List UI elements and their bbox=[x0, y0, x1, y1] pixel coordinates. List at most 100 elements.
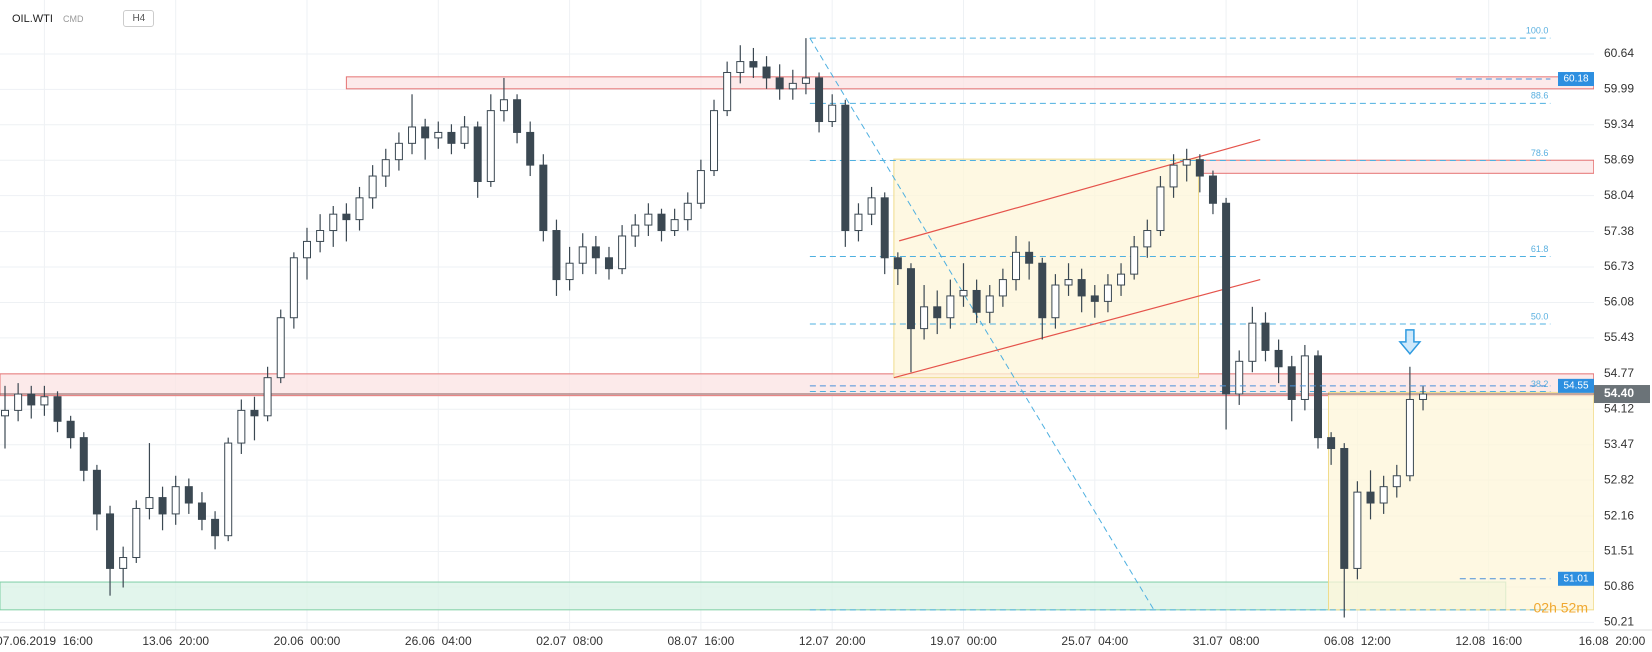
candle-body bbox=[920, 306, 929, 330]
candle-body bbox=[1090, 295, 1099, 302]
candle-body bbox=[486, 110, 495, 182]
candle-body bbox=[171, 486, 180, 515]
candle-body bbox=[119, 557, 128, 569]
candle-body bbox=[998, 279, 1007, 297]
candle-body bbox=[276, 317, 285, 379]
candle-body bbox=[473, 126, 482, 182]
last-price-label: 54.40 bbox=[1604, 386, 1634, 400]
candle-body bbox=[762, 66, 771, 79]
candle-body bbox=[657, 213, 666, 232]
candle-body bbox=[66, 420, 75, 439]
candle-body bbox=[1103, 284, 1112, 302]
price-tag bbox=[1558, 571, 1594, 586]
candle-body bbox=[1195, 159, 1204, 177]
candle-body bbox=[946, 295, 955, 319]
fib-label: 88.6 bbox=[1531, 91, 1549, 101]
zone bbox=[345, 76, 1595, 90]
price-tag-label: 60.18 bbox=[1563, 74, 1588, 85]
candle-body bbox=[644, 213, 653, 226]
fib-label: 61.8 bbox=[1531, 244, 1549, 254]
y-tick-label: 51.51 bbox=[1604, 544, 1634, 558]
candle-body bbox=[670, 219, 679, 232]
candle-body bbox=[1077, 279, 1086, 297]
candle-body bbox=[1314, 355, 1322, 439]
candle-body bbox=[408, 126, 417, 144]
candle-body bbox=[736, 61, 745, 73]
candle-body bbox=[867, 197, 876, 215]
fib-label: 78.6 bbox=[1531, 148, 1549, 158]
x-tick-label: 20.06 00:00 bbox=[274, 634, 341, 648]
y-tick-label: 50.86 bbox=[1604, 579, 1634, 593]
candle-body bbox=[893, 257, 902, 270]
candle-body bbox=[618, 235, 627, 270]
candle-body bbox=[775, 77, 784, 90]
candle-body bbox=[106, 513, 115, 569]
candle-body bbox=[1064, 279, 1073, 286]
y-tick-label: 53.47 bbox=[1604, 437, 1634, 451]
candle-body bbox=[1261, 322, 1270, 351]
candle-body bbox=[513, 99, 522, 133]
symbol[interactable]: OIL.WTI bbox=[12, 12, 53, 25]
y-tick-label: 59.99 bbox=[1604, 82, 1634, 96]
candle-body bbox=[683, 202, 692, 221]
x-tick-label: 16.08 20:00 bbox=[1579, 634, 1646, 648]
fib-label: 38.2 bbox=[1531, 379, 1549, 389]
candle-body bbox=[499, 99, 508, 112]
x-tick-label: 07.06.2019 16:00 bbox=[0, 634, 93, 648]
market: CMD bbox=[62, 13, 84, 24]
y-tick-label: 56.08 bbox=[1604, 295, 1634, 309]
candle-body bbox=[250, 409, 259, 417]
candle-body bbox=[316, 230, 325, 242]
x-tick-label: 26.06 04:00 bbox=[405, 634, 472, 648]
candle-body bbox=[224, 442, 233, 537]
candle-body bbox=[841, 104, 850, 232]
candle-body bbox=[1248, 322, 1257, 362]
price-tag bbox=[1558, 378, 1594, 393]
candle-body bbox=[184, 486, 193, 504]
candle-body bbox=[79, 437, 88, 471]
candle-body bbox=[1405, 398, 1414, 477]
candle-body bbox=[145, 497, 154, 509]
candle-body bbox=[447, 131, 456, 144]
candle-body bbox=[302, 240, 311, 259]
signal-arrow bbox=[1398, 329, 1422, 356]
candle-body bbox=[158, 497, 167, 515]
y-tick-label: 56.73 bbox=[1604, 259, 1634, 273]
candle-body bbox=[1340, 448, 1349, 569]
y-tick-label: 55.43 bbox=[1604, 330, 1634, 344]
candle-body bbox=[1130, 246, 1139, 275]
candle-body bbox=[1353, 491, 1362, 569]
y-tick-label: 59.34 bbox=[1604, 117, 1634, 131]
price-tag-label: 51.01 bbox=[1563, 573, 1588, 584]
candle-body bbox=[591, 246, 600, 259]
candle-body bbox=[1419, 393, 1428, 400]
x-tick-label: 12.08 16:00 bbox=[1455, 634, 1522, 648]
x-tick-label: 19.07 00:00 bbox=[930, 634, 997, 648]
candle-body bbox=[1379, 486, 1388, 504]
candle-body bbox=[355, 197, 364, 221]
candle-body bbox=[959, 289, 968, 297]
candle-body bbox=[552, 230, 561, 281]
fib-label: 50.0 bbox=[1531, 311, 1549, 321]
candle-body bbox=[132, 507, 141, 559]
candle-body bbox=[1208, 175, 1217, 204]
candle-body bbox=[880, 197, 889, 259]
candle-body bbox=[40, 396, 49, 406]
candle-body bbox=[1274, 349, 1283, 368]
candle-body bbox=[1222, 202, 1231, 395]
candle-body bbox=[1012, 251, 1021, 281]
candle-body bbox=[368, 175, 377, 199]
countdown: 02h 52m bbox=[1534, 600, 1588, 616]
candle-body bbox=[696, 170, 705, 204]
x-tick-label: 13.06 20:00 bbox=[142, 634, 209, 648]
timeframe[interactable]: H4 bbox=[123, 10, 155, 27]
last-price-tag bbox=[1594, 385, 1650, 404]
y-tick-label: 58.69 bbox=[1604, 152, 1634, 166]
candle-body bbox=[815, 77, 824, 123]
candle-body bbox=[906, 268, 915, 330]
candle-body bbox=[631, 224, 640, 237]
candle-body bbox=[1327, 437, 1336, 450]
candle-body bbox=[1143, 230, 1152, 248]
candle-body bbox=[197, 502, 206, 520]
